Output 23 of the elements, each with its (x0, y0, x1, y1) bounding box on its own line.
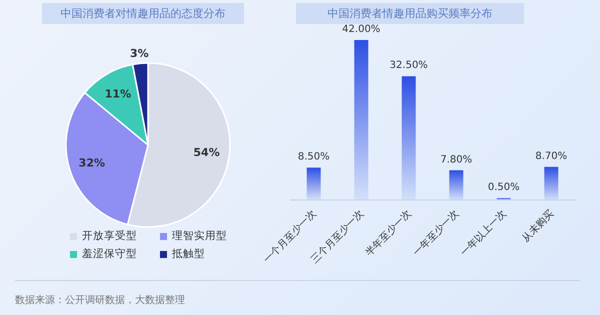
data-label: 7.80% (440, 154, 472, 166)
legend-label: 理智实用型 (172, 229, 227, 243)
legend-label: 开放享受型 (82, 229, 137, 243)
data-label: 3% (130, 46, 149, 60)
bar (544, 166, 558, 200)
data-label: 8.50% (298, 152, 330, 163)
data-label: 32.50% (390, 60, 428, 72)
legend-label: 抵触型 (172, 247, 205, 261)
x-tick-label: 从未购买 (520, 208, 556, 244)
chart-title: 中国消费者对情趣用品的态度分布 (42, 3, 244, 24)
source-note: 数据来源：公开调研数据，大数据整理 (15, 294, 185, 307)
chart-title: 中国消费者情趣用品购买频率分布 (296, 3, 524, 24)
bar (306, 168, 321, 200)
data-label: 32% (78, 156, 106, 170)
data-label: 11% (104, 88, 132, 101)
data-label: 54% (193, 146, 220, 159)
data-label: 42.00% (342, 24, 380, 35)
bar (354, 40, 368, 200)
data-label: 8.70% (535, 150, 568, 162)
data-label: 0.50% (488, 182, 520, 194)
legend-label: 羞涩保守型 (82, 247, 137, 261)
bar (449, 170, 464, 200)
bar (402, 76, 416, 200)
